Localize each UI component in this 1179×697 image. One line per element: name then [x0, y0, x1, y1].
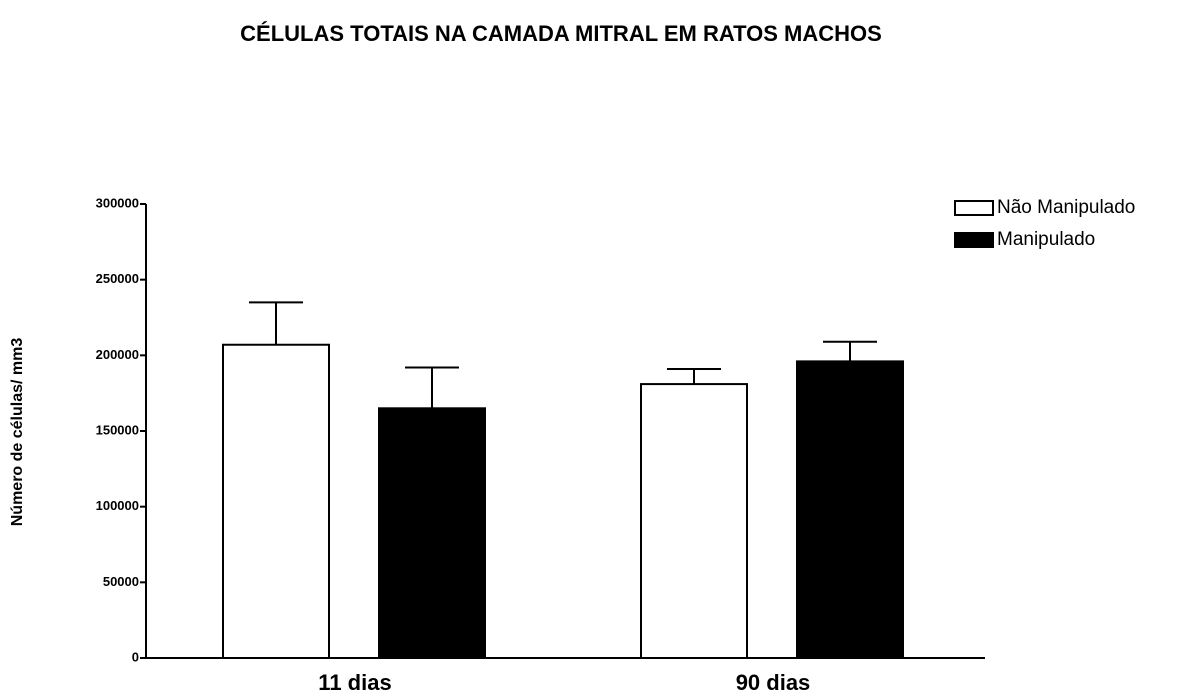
- y-tick-label: 0: [132, 649, 139, 664]
- y-tick-label: 200000: [96, 347, 139, 362]
- y-tick-label: 100000: [96, 498, 139, 513]
- x-tick-label: 90 dias: [736, 670, 811, 695]
- y-tick-label: 250000: [96, 271, 139, 286]
- error-bar: [249, 301, 303, 345]
- legend-swatch: [954, 232, 994, 248]
- x-tick-label: 11 dias: [318, 670, 391, 695]
- y-tick-label: 150000: [96, 422, 139, 437]
- bar: [378, 407, 486, 659]
- error-bar: [405, 366, 459, 409]
- bar: [640, 383, 748, 659]
- legend-swatch: [954, 200, 994, 216]
- error-bar: [667, 367, 721, 385]
- y-axis-label: Número de células/ mm3: [9, 338, 26, 527]
- y-tick-label: 300000: [96, 195, 139, 210]
- chart-title: CÉLULAS TOTAIS NA CAMADA MITRAL EM RATOS…: [240, 21, 882, 46]
- bar: [222, 343, 330, 659]
- error-bar: [823, 340, 877, 362]
- legend-label: Manipulado: [997, 229, 1095, 250]
- bar: [796, 360, 904, 659]
- y-tick-label: 50000: [103, 574, 139, 589]
- legend-label: Não Manipulado: [997, 197, 1135, 218]
